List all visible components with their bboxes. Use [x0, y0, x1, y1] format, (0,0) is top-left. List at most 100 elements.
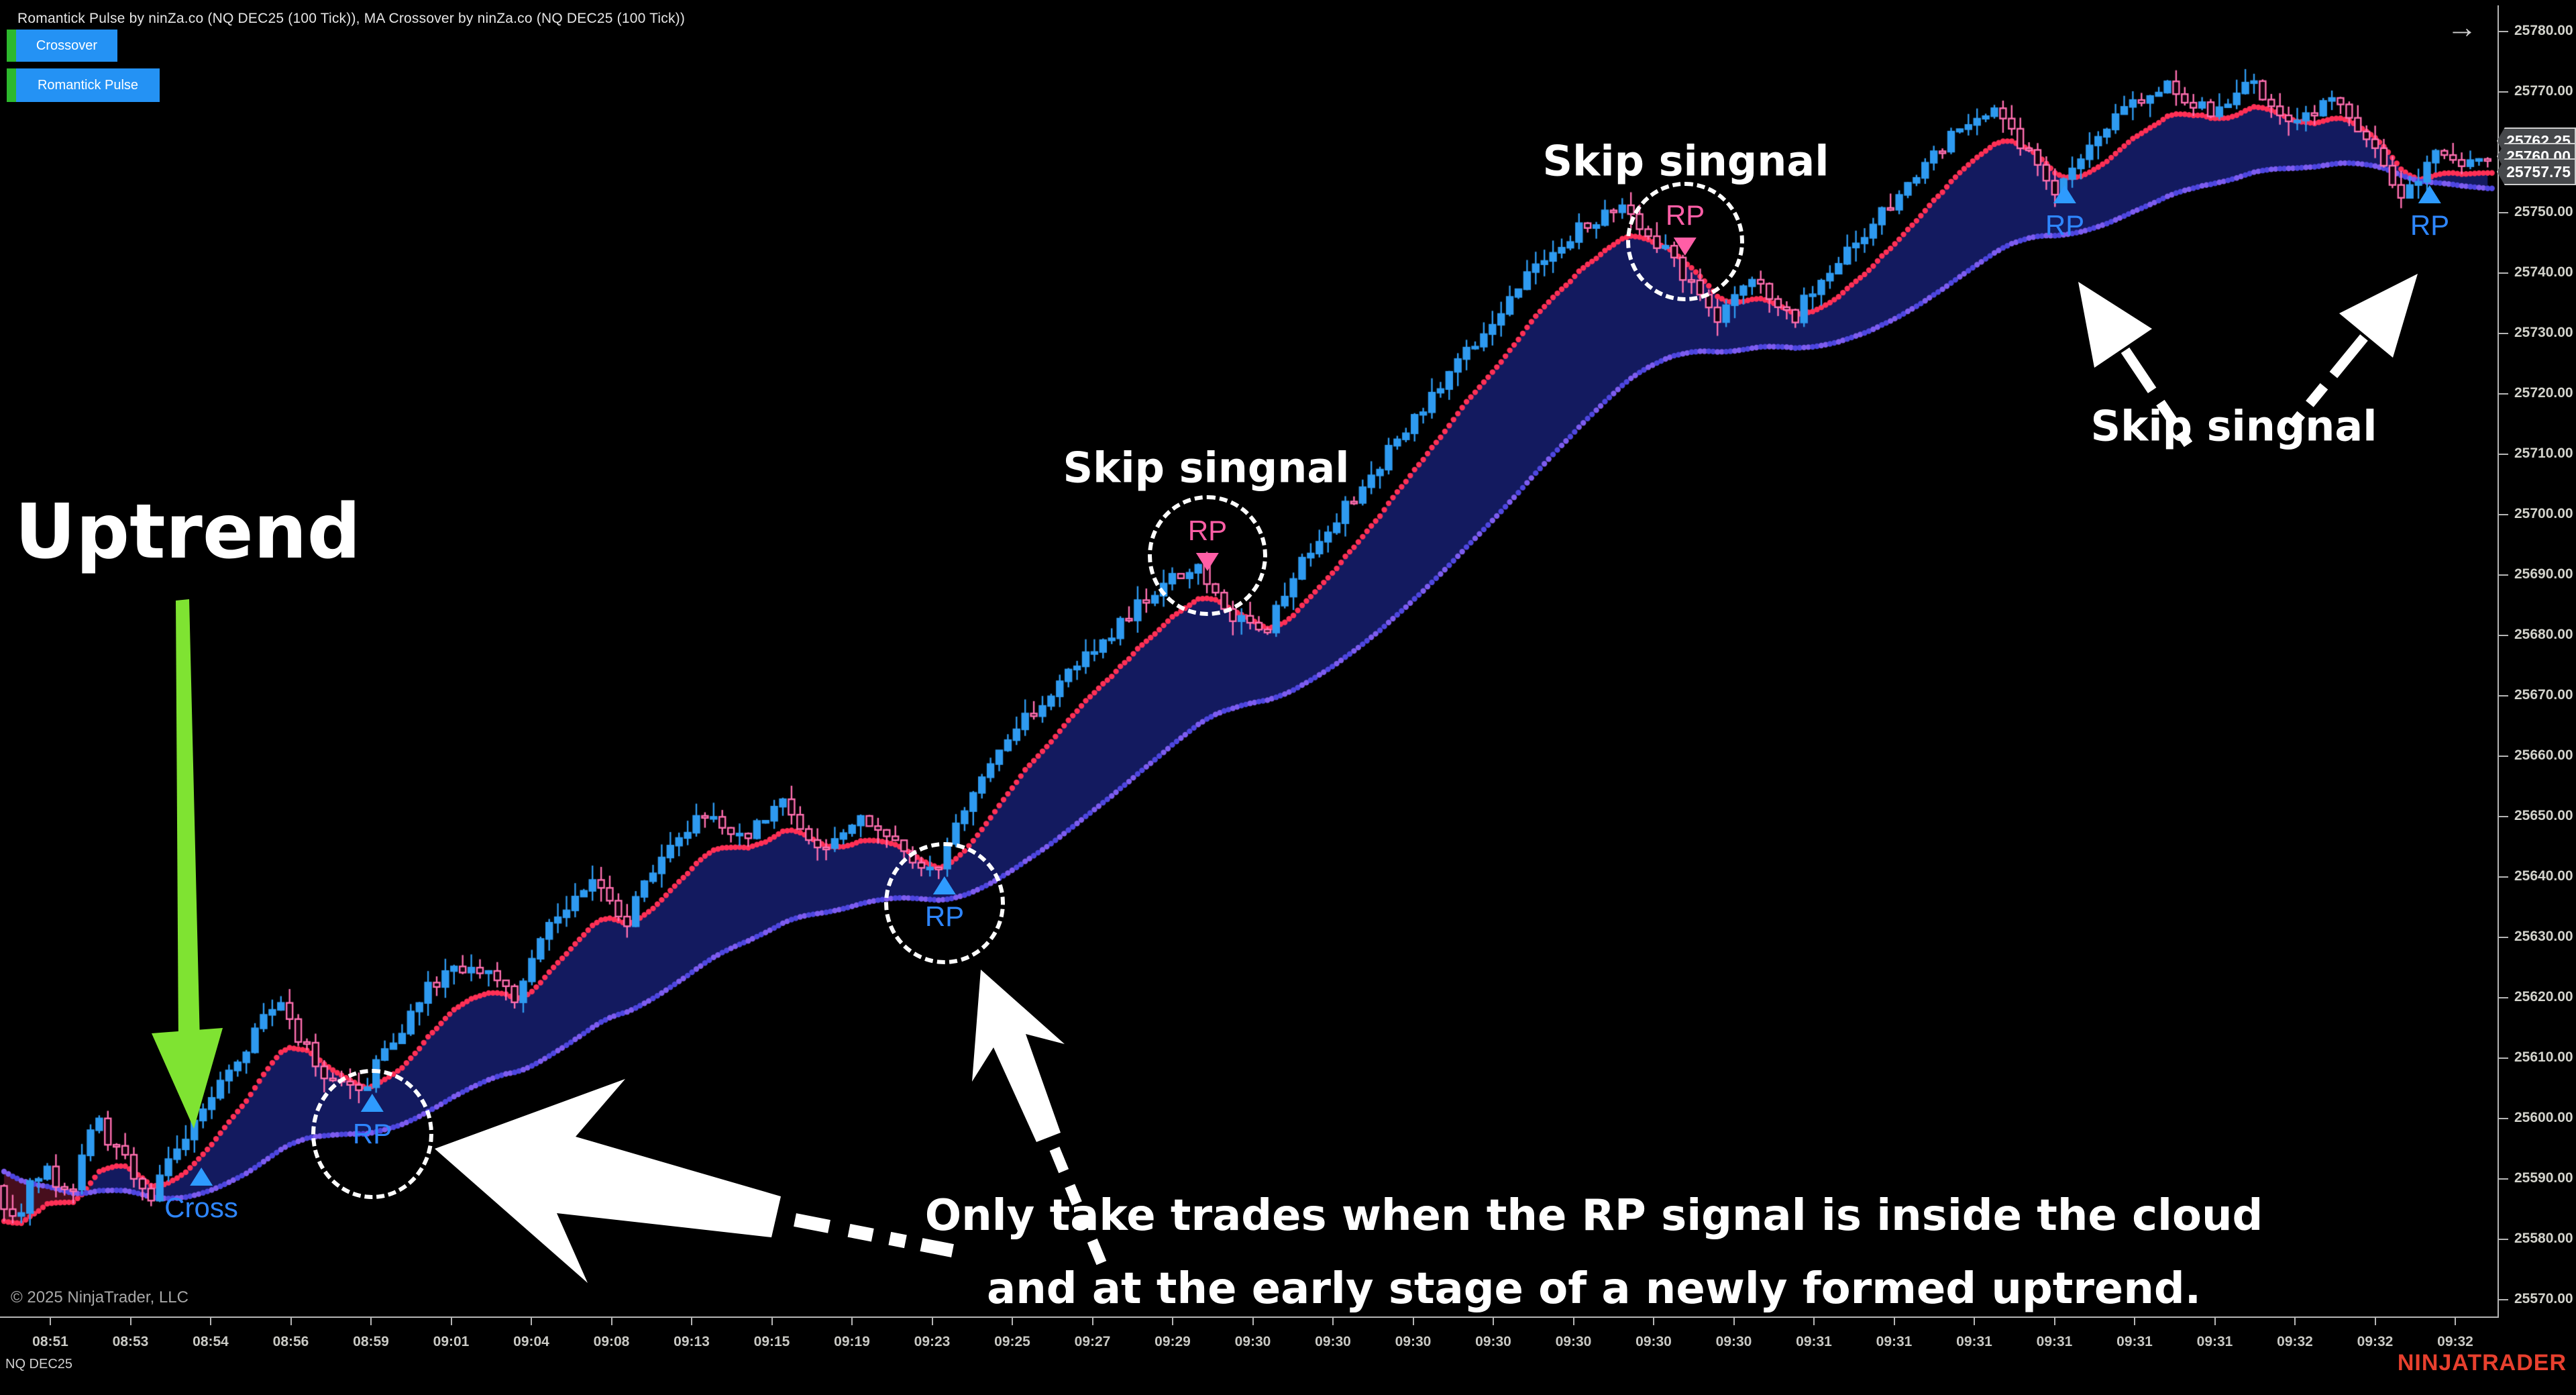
time-axis-label: 08:59 [353, 1334, 389, 1349]
price-axis-label: 25710.00 [2514, 446, 2573, 461]
price-axis-tick [2499, 393, 2508, 395]
dashed-highlight-circle [1148, 495, 1267, 616]
price-axis-label: 25640.00 [2514, 868, 2573, 884]
time-axis-tick [1252, 1317, 1254, 1325]
time-axis-tick [691, 1317, 692, 1325]
price-axis-label: 25720.00 [2514, 385, 2573, 401]
price-axis-line [2498, 5, 2499, 1318]
price-axis-tick [2499, 574, 2508, 576]
up-triangle-icon [2418, 185, 2441, 203]
copyright-text: © 2025 NinjaTrader, LLC [11, 1288, 189, 1306]
up-triangle-icon [2053, 185, 2076, 203]
ninjatrader-watermark: NINJATRADER [2397, 1350, 2567, 1376]
price-axis-label: 25630.00 [2514, 929, 2573, 944]
romantick-pulse-indicator-button[interactable]: Romantick Pulse [7, 68, 160, 102]
price-axis-label: 25750.00 [2514, 204, 2573, 219]
time-axis-tick [1412, 1317, 1414, 1325]
price-axis-label: 25570.00 [2514, 1291, 2573, 1306]
time-axis-tick [370, 1317, 372, 1325]
time-axis-tick [1172, 1317, 1173, 1325]
price-axis-label: 25580.00 [2514, 1231, 2573, 1246]
time-axis-tick [2134, 1317, 2135, 1325]
price-axis-tick [2499, 1299, 2508, 1300]
price-axis-label: 25590.00 [2514, 1170, 2573, 1186]
price-axis-tick [2499, 1178, 2508, 1180]
price-axis-label: 25670.00 [2514, 687, 2573, 703]
note-annotation-line2: and at the early stage of a newly formed… [987, 1264, 2201, 1314]
chart-title: Romantick Pulse by ninZa.co (NQ DEC25 (1… [17, 11, 686, 26]
signal-label: RP [2410, 209, 2450, 241]
time-axis-tick [1332, 1317, 1334, 1325]
time-axis-tick [851, 1317, 853, 1325]
time-axis-label: 08:54 [193, 1334, 229, 1349]
price-axis-label: 25620.00 [2514, 989, 2573, 1004]
uptrend-annotation: Uptrend [15, 488, 361, 576]
time-axis-tick [1813, 1317, 1815, 1325]
price-axis-tick [2499, 91, 2508, 93]
time-axis-label: 09:32 [2437, 1334, 2473, 1349]
up-triangle-icon [190, 1168, 213, 1186]
time-axis-tick [931, 1317, 933, 1325]
time-axis-label: 08:53 [112, 1334, 149, 1349]
time-axis-label: 09:27 [1074, 1334, 1111, 1349]
price-axis-tick [2499, 272, 2508, 274]
price-tag: 25757.75 [2497, 158, 2576, 185]
time-axis-label: 09:30 [1475, 1334, 1511, 1349]
price-axis-tick [2499, 816, 2508, 817]
button-green-bar [7, 68, 16, 102]
cross-signal-marker: Cross [164, 1168, 238, 1222]
time-axis-label: 09:31 [2036, 1334, 2073, 1349]
price-axis-tick [2499, 333, 2508, 334]
time-axis-label: 09:23 [914, 1334, 951, 1349]
time-axis-label: 09:13 [674, 1334, 710, 1349]
time-axis-tick [210, 1317, 211, 1325]
time-axis-label: 09:30 [1715, 1334, 1752, 1349]
time-axis-label: 09:30 [1395, 1334, 1432, 1349]
button-green-bar [7, 30, 16, 62]
price-axis-label: 25600.00 [2514, 1110, 2573, 1125]
time-axis-label: 09:31 [2116, 1334, 2153, 1349]
time-axis-label: 09:15 [753, 1334, 790, 1349]
time-axis-label: 09:01 [433, 1334, 470, 1349]
price-axis-label: 25660.00 [2514, 747, 2573, 763]
crossover-indicator-button[interactable]: Crossover [7, 30, 117, 62]
time-axis-tick [2214, 1317, 2216, 1325]
price-axis-tick [2499, 937, 2508, 938]
dashed-highlight-circle [1626, 182, 1744, 301]
time-axis-tick [1653, 1317, 1654, 1325]
time-axis-label: 09:32 [2277, 1334, 2313, 1349]
time-axis-label: 09:32 [2357, 1334, 2394, 1349]
price-axis-label: 25780.00 [2514, 23, 2573, 38]
scroll-to-latest-arrow-icon[interactable]: → [2447, 9, 2477, 44]
time-axis-label: 09:30 [1555, 1334, 1592, 1349]
price-axis-tick [2499, 756, 2508, 757]
time-axis-tick [610, 1317, 612, 1325]
skip-signal-annotation-1: Skip singnal [1063, 443, 1350, 493]
price-axis-tick [2499, 1057, 2508, 1059]
time-axis-tick [2455, 1317, 2456, 1325]
time-axis-tick [50, 1317, 51, 1325]
time-axis-label: 08:56 [272, 1334, 309, 1349]
crossover-button-label: Crossover [16, 30, 117, 62]
time-axis-label: 09:30 [1635, 1334, 1672, 1349]
price-axis-label: 25730.00 [2514, 325, 2573, 340]
time-axis-tick [1733, 1317, 1735, 1325]
price-axis-label: 25650.00 [2514, 808, 2573, 823]
skip-signal-annotation-2: Skip singnal [1542, 136, 1829, 186]
time-axis-tick [1091, 1317, 1093, 1325]
price-axis-label: 25740.00 [2514, 264, 2573, 280]
time-axis-tick [450, 1317, 452, 1325]
price-axis-label: 25770.00 [2514, 83, 2573, 99]
time-axis-label: 09:31 [1876, 1334, 1913, 1349]
price-axis-label: 25700.00 [2514, 506, 2573, 521]
signal-label: RP [2045, 209, 2085, 241]
time-axis-label: 09:25 [994, 1334, 1030, 1349]
buy-signal-marker: RP [2045, 185, 2084, 240]
time-axis-tick [2053, 1317, 2055, 1325]
time-axis-tick [2294, 1317, 2296, 1325]
time-axis-tick [1974, 1317, 1975, 1325]
time-axis-tick [129, 1317, 131, 1325]
time-axis-tick [531, 1317, 532, 1325]
time-axis-tick [771, 1317, 773, 1325]
